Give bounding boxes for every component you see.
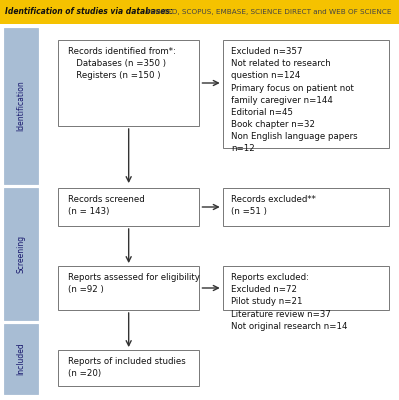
Text: Records identified from*:
   Databases (n =350 )
   Registers (n =150 ): Records identified from*: Databases (n =… — [68, 47, 176, 80]
Bar — [0, 0, 399, 24]
Bar — [4, 28, 38, 184]
Bar — [58, 40, 199, 126]
Text: Screening: Screening — [17, 235, 26, 273]
Text: Records screened
(n = 143): Records screened (n = 143) — [68, 195, 144, 216]
Bar — [223, 40, 389, 148]
Bar — [58, 350, 199, 386]
Text: Reports assessed for eligibility
(n =92 ): Reports assessed for eligibility (n =92 … — [68, 273, 200, 294]
Bar — [58, 266, 199, 310]
Text: PUBMED, SCOPUS, EMBASE, SCIENCE DIRECT and WEB OF SCIENCE: PUBMED, SCOPUS, EMBASE, SCIENCE DIRECT a… — [144, 8, 392, 14]
Text: Excluded n=357
Not related to research
question n=124
Primary focus on patient n: Excluded n=357 Not related to research q… — [231, 47, 358, 153]
Text: Reports excluded:
Excluded n=72
Pilot study n=21
Literature review n=37
Not orig: Reports excluded: Excluded n=72 Pilot st… — [231, 273, 348, 331]
Bar — [4, 188, 38, 320]
Text: Included: Included — [17, 343, 26, 375]
Bar — [58, 188, 199, 226]
Text: Identification: Identification — [17, 81, 26, 131]
Text: Records excluded**
(n =51 ): Records excluded** (n =51 ) — [231, 195, 316, 216]
Bar — [4, 324, 38, 394]
Text: Reports of included studies
(n =20): Reports of included studies (n =20) — [68, 357, 186, 378]
Bar — [223, 188, 389, 226]
Text: Identification of studies via databases:: Identification of studies via databases: — [5, 7, 173, 16]
Bar — [223, 266, 389, 310]
